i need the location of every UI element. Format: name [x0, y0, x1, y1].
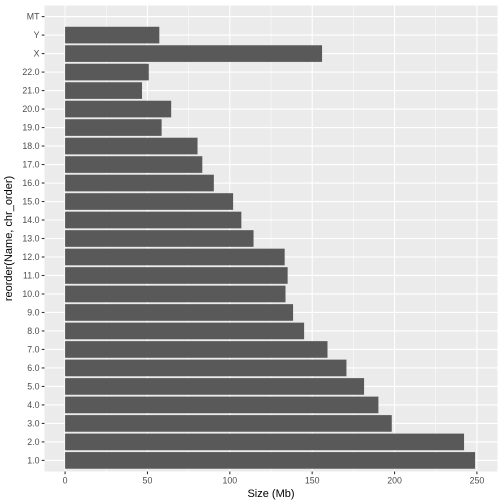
- y-tick-label: 15.0: [22, 197, 39, 207]
- y-tick-label: MT: [27, 12, 40, 22]
- bar-19.0: [65, 119, 162, 136]
- bar-11.0: [65, 267, 288, 284]
- x-axis-title: Size (Mb): [247, 488, 294, 500]
- x-axis: 0 50 100 150 200 250: [63, 471, 485, 486]
- bar-8.0: [65, 322, 305, 340]
- bar-5.0: [65, 378, 365, 395]
- bar-4.0: [65, 396, 379, 414]
- y-tick-label: 21.0: [22, 86, 39, 96]
- y-axis: 1.0 2.0 3.0 4.0 5.0 6.0 7.0 8.0 9.0 10.0 11.0 12.0 1…: [22, 12, 45, 466]
- bar-14.0: [65, 211, 242, 229]
- y-tick-label: 7.0: [27, 345, 39, 355]
- y-tick-label: 18.0: [22, 141, 39, 151]
- y-tick-label: 1.0: [27, 456, 39, 466]
- bar-13.0: [65, 230, 254, 247]
- bar-6.0: [65, 359, 347, 377]
- bar-3.0: [65, 415, 392, 432]
- bar-22.0: [65, 63, 149, 81]
- y-tick-label: Y: [34, 30, 40, 40]
- bar-10.0: [65, 285, 286, 303]
- y-axis-title: reorder(Name, chr_order): [3, 176, 15, 301]
- bar-20.0: [65, 100, 172, 118]
- x-tick-label: 200: [387, 476, 402, 486]
- y-tick-label: X: [34, 49, 40, 59]
- y-tick-label: 17.0: [22, 160, 39, 170]
- x-tick-label: 100: [222, 476, 237, 486]
- bar-18.0: [65, 137, 198, 155]
- y-tick-label: 9.0: [27, 308, 39, 318]
- y-tick-label: 10.0: [22, 289, 39, 299]
- y-tick-label: 2.0: [27, 437, 39, 447]
- x-tick-label: 150: [305, 476, 320, 486]
- bar-15.0: [65, 193, 234, 210]
- bar-21.0: [65, 82, 143, 99]
- bar-2.0: [65, 433, 465, 451]
- y-tick-label: 16.0: [22, 178, 39, 188]
- y-tick-label: 14.0: [22, 215, 39, 225]
- bars: [65, 8, 476, 469]
- y-tick-label: 22.0: [22, 67, 39, 77]
- bar-9.0: [65, 304, 294, 321]
- bar-Y: [65, 26, 160, 44]
- bar-7.0: [65, 341, 328, 358]
- x-tick-label: 250: [470, 476, 485, 486]
- x-tick-label: 0: [63, 476, 68, 486]
- y-tick-label: 19.0: [22, 123, 39, 133]
- y-tick-label: 4.0: [27, 400, 39, 410]
- y-tick-label: 8.0: [27, 326, 39, 336]
- bar-17.0: [65, 156, 203, 173]
- bar-16.0: [65, 174, 214, 192]
- y-tick-label: 12.0: [22, 252, 39, 262]
- y-tick-label: 6.0: [27, 363, 39, 373]
- y-tick-label: 11.0: [23, 271, 40, 281]
- y-tick-label: 20.0: [22, 104, 39, 114]
- y-tick-label: 3.0: [27, 419, 39, 429]
- y-tick-label: 13.0: [22, 234, 39, 244]
- x-tick-label: 50: [143, 476, 153, 486]
- y-tick-label: 5.0: [27, 382, 39, 392]
- bar-12.0: [65, 248, 285, 266]
- bar-X: [65, 45, 323, 62]
- bar-1.0: [65, 452, 476, 469]
